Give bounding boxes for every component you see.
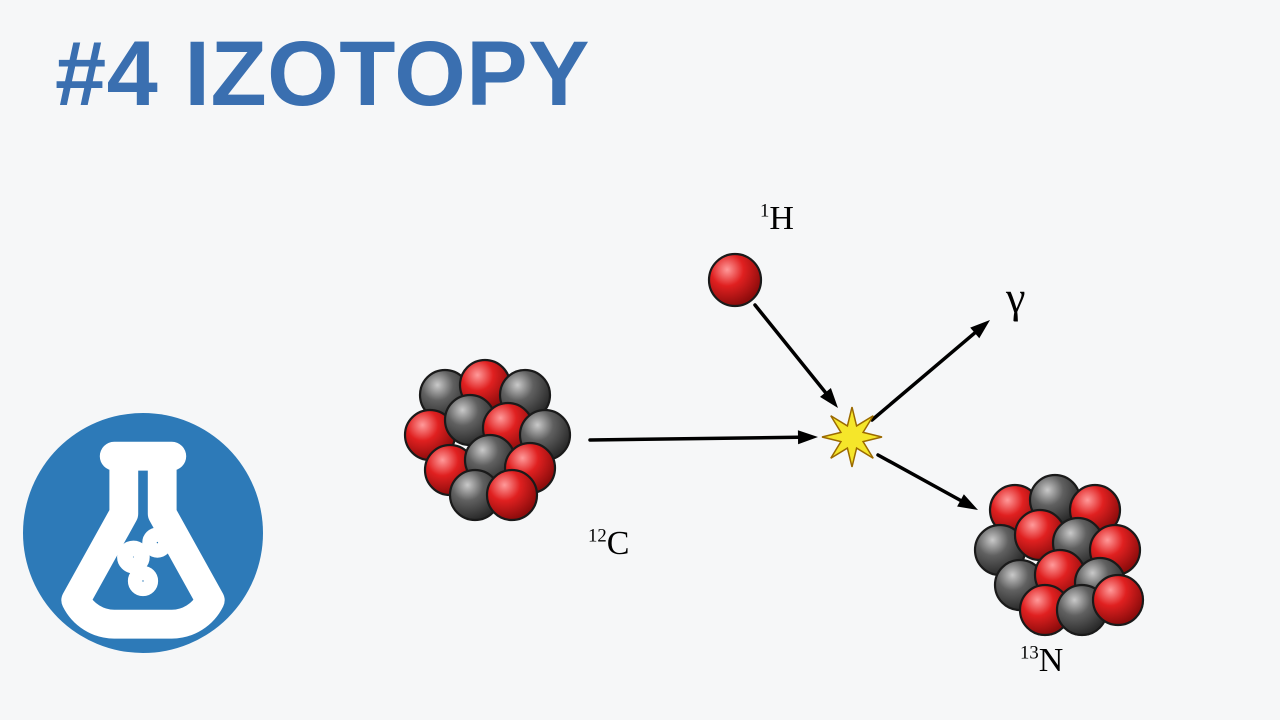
label-hydrogen-mass: 1 [760,201,769,222]
label-carbon-mass: 12 [588,526,607,547]
label-carbon: 12C [588,525,629,563]
label-carbon-symbol: C [607,525,630,562]
label-nitrogen-mass: 13 [1020,643,1039,664]
label-nitrogen: 13N [1020,642,1063,680]
label-nitrogen-symbol: N [1039,642,1064,679]
label-hydrogen: 1H [760,200,794,238]
label-gamma: γ [1006,272,1025,323]
stage: #4 IZOTOPY 1H 12C 13N γ [0,0,1280,720]
reaction-diagram [0,0,1280,720]
label-hydrogen-symbol: H [769,200,794,237]
